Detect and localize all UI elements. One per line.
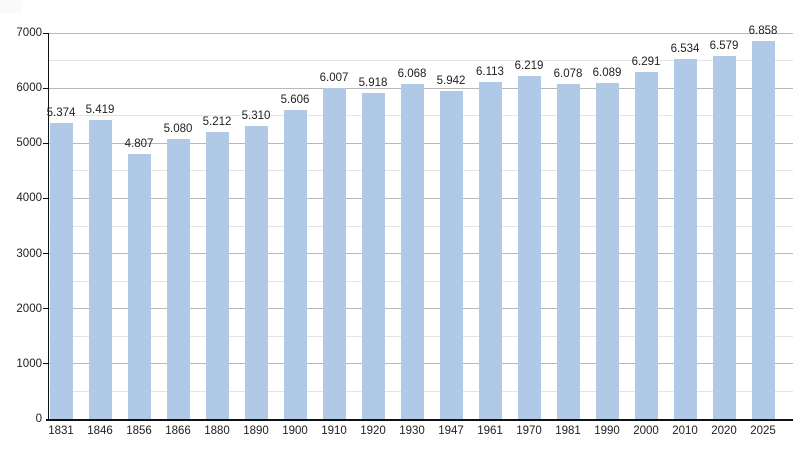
bar-value-label: 6.579 bbox=[709, 40, 739, 53]
y-axis-tick-label: 7000 bbox=[16, 27, 42, 39]
bar-value-label: 6.078 bbox=[553, 67, 583, 80]
bar-1846 bbox=[88, 120, 112, 420]
x-axis-tick-label: 1920 bbox=[360, 425, 386, 437]
bar-1831 bbox=[49, 122, 73, 420]
bar-1961 bbox=[478, 81, 502, 420]
bar-2010 bbox=[673, 58, 697, 420]
bar-value-label: 6.858 bbox=[748, 24, 778, 37]
bar-2000 bbox=[634, 72, 658, 420]
x-axis-tick-label: 1961 bbox=[477, 425, 503, 437]
x-axis-tick-label: 1866 bbox=[165, 425, 191, 437]
bar-1910 bbox=[322, 87, 346, 420]
x-axis-line bbox=[46, 419, 793, 421]
bar-1920 bbox=[361, 92, 385, 420]
x-axis-tick-label: 1856 bbox=[126, 425, 152, 437]
y-axis-tick-label: 3000 bbox=[16, 247, 42, 260]
bar-1970 bbox=[517, 76, 541, 420]
bar-value-label: 6.291 bbox=[631, 56, 661, 69]
y-axis-tick-label: 6000 bbox=[16, 82, 42, 95]
x-axis-tick-label: 2010 bbox=[672, 425, 698, 437]
y-axis-tick-mark bbox=[43, 87, 49, 89]
bar-value-label: 5.419 bbox=[85, 104, 115, 117]
x-axis-tick-label: 1910 bbox=[321, 425, 347, 437]
y-axis-tick-mark bbox=[43, 363, 49, 365]
bar-value-label: 5.080 bbox=[163, 122, 193, 135]
x-axis-tick-label: 2020 bbox=[711, 425, 737, 437]
bar-value-label: 5.918 bbox=[358, 76, 388, 89]
bar-1930 bbox=[400, 84, 424, 420]
bar-value-label: 5.212 bbox=[202, 115, 232, 128]
x-axis-tick-label: 1880 bbox=[204, 425, 230, 437]
bar-value-label: 6.007 bbox=[319, 71, 349, 84]
bar-2025 bbox=[751, 40, 775, 420]
x-axis-tick-label: 2025 bbox=[750, 425, 776, 437]
y-axis-line bbox=[47, 33, 49, 421]
x-axis-tick-label: 1930 bbox=[399, 425, 425, 437]
corner-artifact bbox=[0, 0, 22, 13]
bar-value-label: 6.089 bbox=[592, 67, 622, 80]
bar-1890 bbox=[244, 126, 268, 420]
bar-value-label: 5.942 bbox=[436, 75, 466, 88]
bar-1866 bbox=[166, 138, 190, 420]
bar-1990 bbox=[595, 83, 619, 420]
major-gridline bbox=[49, 32, 793, 34]
x-axis-tick-label: 1890 bbox=[243, 425, 269, 437]
minor-gridline bbox=[49, 60, 793, 62]
y-axis-tick-mark bbox=[43, 197, 49, 199]
y-axis-tick-label: 4000 bbox=[16, 192, 42, 205]
bar-value-label: 4.807 bbox=[124, 137, 154, 150]
x-axis-tick-label: 1846 bbox=[87, 425, 113, 437]
bar-1947 bbox=[439, 91, 463, 420]
y-axis-tick-mark bbox=[43, 253, 49, 255]
x-axis-tick-label: 1947 bbox=[438, 425, 464, 437]
x-axis-tick-label: 2000 bbox=[633, 425, 659, 437]
y-axis-tick-mark bbox=[43, 308, 49, 310]
y-axis-tick-label: 2000 bbox=[16, 302, 42, 315]
bar-value-label: 5.374 bbox=[46, 106, 76, 119]
y-axis-tick-label: 5000 bbox=[16, 137, 42, 150]
x-axis-tick-label: 1900 bbox=[282, 425, 308, 437]
x-axis-tick-label: 1831 bbox=[48, 425, 74, 437]
y-axis-tick-mark bbox=[43, 142, 49, 144]
bar-1900 bbox=[283, 109, 307, 420]
bar-value-label: 6.113 bbox=[476, 65, 504, 78]
bar-2020 bbox=[712, 56, 736, 420]
x-axis-tick-label: 1970 bbox=[516, 425, 542, 437]
bar-value-label: 5.606 bbox=[280, 93, 310, 106]
x-axis-tick-label: 1990 bbox=[594, 425, 620, 437]
y-axis-tick-label: 1000 bbox=[16, 357, 42, 370]
y-axis-tick-mark bbox=[43, 32, 49, 34]
y-axis-tick-label: 0 bbox=[35, 413, 42, 425]
x-axis-tick-label: 1981 bbox=[555, 425, 581, 437]
bar-value-label: 6.534 bbox=[670, 42, 700, 55]
bar-value-label: 6.068 bbox=[397, 68, 427, 81]
bar-1856 bbox=[127, 153, 151, 420]
bar-1880 bbox=[205, 131, 229, 420]
bar-1981 bbox=[556, 83, 580, 420]
bar-value-label: 5.310 bbox=[241, 110, 271, 123]
bar-value-label: 6.219 bbox=[514, 60, 544, 73]
